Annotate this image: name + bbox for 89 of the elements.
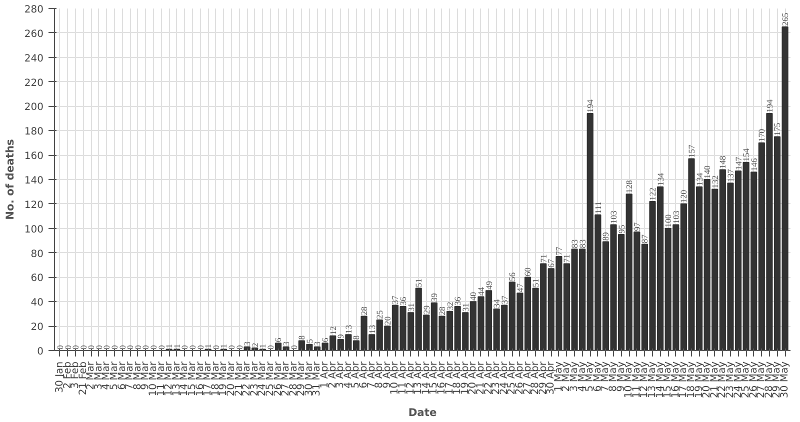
data-label: 47 (514, 282, 525, 292)
data-label: 71 (538, 254, 548, 263)
data-label: 36 (452, 296, 463, 306)
data-label: 1 (218, 344, 229, 348)
data-label: 77 (554, 246, 564, 256)
data-label: 103 (670, 210, 681, 224)
data-label: 5 (304, 339, 314, 344)
data-label: 132 (710, 175, 720, 188)
data-label: 37 (499, 294, 510, 304)
y-tick-label: 100 (24, 224, 44, 236)
data-label: 51 (530, 278, 541, 288)
data-label: 20 (382, 316, 392, 326)
data-label: 51 (414, 278, 424, 288)
data-label: 134 (694, 172, 704, 186)
y-tick-label: 160 (24, 151, 44, 162)
data-label: 31 (406, 302, 416, 312)
data-label: 36 (398, 296, 408, 306)
data-label: 97 (632, 222, 642, 232)
data-label: 194 (585, 98, 596, 113)
y-axis-title: No. of deaths (3, 139, 16, 220)
data-label: 148 (718, 156, 728, 169)
data-label: 44 (476, 286, 486, 296)
y-tick-label: 260 (24, 28, 44, 40)
y-tick-label: 120 (24, 200, 44, 211)
data-label: 12 (328, 326, 338, 335)
data-label: 3 (281, 342, 292, 346)
data-label: 60 (522, 268, 533, 276)
data-label: 154 (741, 148, 752, 162)
data-label: 3 (242, 342, 252, 346)
data-label: 39 (429, 293, 440, 302)
data-label: 71 (562, 254, 572, 263)
data-label: 122 (648, 188, 658, 200)
data-label: 175 (772, 122, 782, 136)
data-label: 83 (577, 239, 588, 248)
data-label: 140 (702, 166, 712, 178)
y-tick-label: 40 (30, 298, 44, 309)
data-label: 157 (686, 144, 696, 158)
data-label: 28 (359, 306, 370, 316)
data-label: 13 (343, 324, 354, 334)
data-label: 120 (678, 190, 689, 203)
y-tick-label: 80 (30, 248, 44, 260)
data-label: 100 (663, 214, 674, 228)
data-label: 103 (608, 210, 619, 224)
y-tick-label: 20 (30, 322, 44, 334)
x-axis-title: Date (408, 406, 437, 420)
data-label: 31 (460, 302, 470, 312)
data-label: 2 (250, 342, 260, 348)
data-label: 265 (780, 12, 790, 26)
data-label: 1 (164, 344, 174, 348)
data-label: 137 (725, 168, 736, 182)
y-tick-label: 240 (24, 53, 44, 64)
data-label: 128 (624, 180, 634, 194)
y-tick-label: 280 (24, 4, 44, 16)
data-label: 146 (748, 158, 759, 172)
data-label: 25 (374, 310, 385, 319)
data-label: 111 (592, 202, 603, 214)
data-label: 67 (546, 258, 556, 268)
y-tick-label: 180 (24, 126, 44, 138)
y-tick-label: 140 (24, 176, 44, 186)
data-label: 95 (616, 224, 626, 234)
data-label: 6 (320, 337, 330, 342)
data-label: 1 (203, 344, 214, 348)
data-label: 147 (733, 156, 744, 170)
data-label: 56 (507, 272, 518, 282)
data-label: 37 (390, 294, 400, 304)
data-label: 9 (336, 334, 346, 339)
data-label: 40 (468, 292, 478, 301)
data-label: 6 (273, 337, 284, 342)
data-label: 49 (484, 280, 494, 290)
y-tick-label: 200 (24, 102, 44, 114)
data-label: 134 (655, 172, 666, 186)
data-label: 3 (312, 342, 322, 346)
data-label: 32 (444, 302, 455, 310)
data-label: 8 (296, 335, 307, 340)
data-label: 194 (764, 98, 774, 113)
data-label: 13 (366, 324, 377, 334)
y-tick-label: 0 (37, 346, 44, 358)
data-label: 34 (492, 298, 502, 308)
data-label: 28 (436, 306, 447, 316)
data-label: 1 (172, 344, 182, 348)
data-label: 89 (600, 232, 611, 241)
data-label: 1 (258, 344, 268, 348)
data-label: 87 (640, 234, 650, 244)
data-label: 83 (570, 239, 580, 248)
data-label: 29 (421, 305, 432, 314)
data-label: 170 (756, 128, 767, 142)
y-tick-label: 220 (24, 78, 44, 89)
y-tick-label: 60 (30, 273, 44, 284)
data-label: 8 (351, 335, 362, 340)
